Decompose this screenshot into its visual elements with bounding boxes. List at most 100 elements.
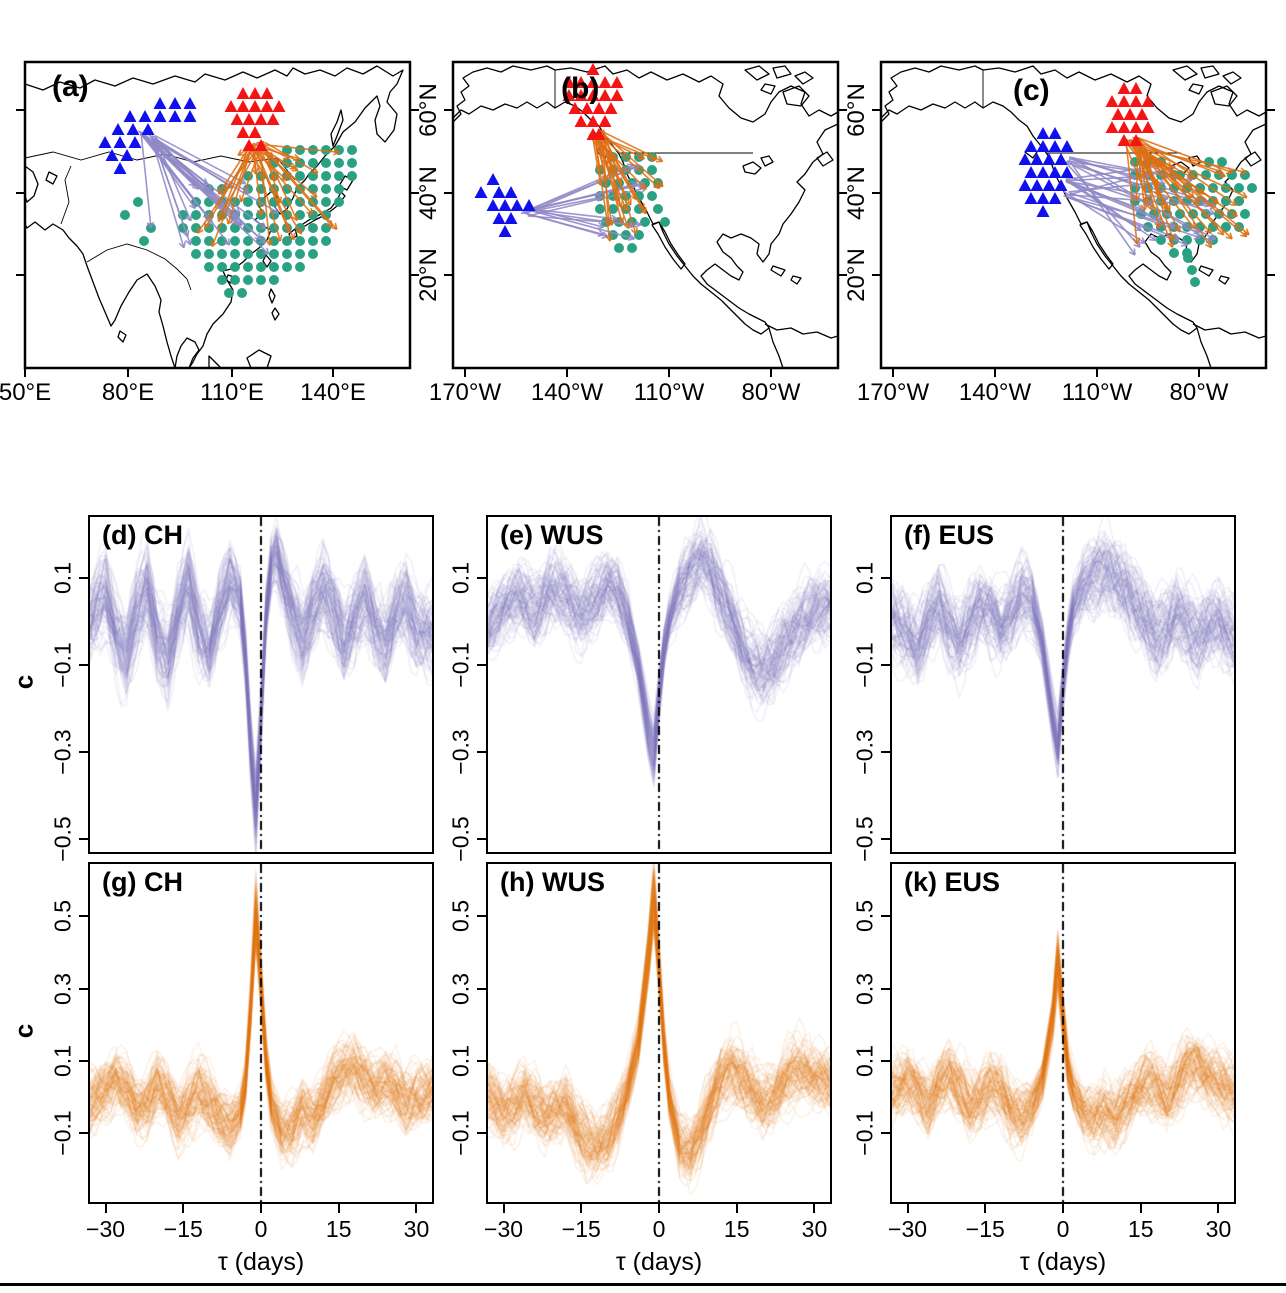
orange-link-line	[596, 131, 661, 189]
link-arrowhead	[613, 196, 620, 203]
lat-tick-label: 20°N	[415, 248, 442, 302]
link-arrowhead	[1242, 191, 1248, 198]
y-tick-mark	[79, 915, 88, 918]
link-arrowhead	[185, 239, 191, 246]
green-circle-marker	[308, 223, 318, 233]
link-arrowhead	[259, 226, 266, 230]
red-triangle-marker	[248, 87, 262, 99]
red-triangle-marker	[1117, 134, 1131, 146]
green-circle-marker	[191, 210, 201, 220]
blue-triangle-marker	[486, 173, 500, 185]
green-circle-marker	[321, 158, 331, 168]
y-tick-label: 0.5	[851, 900, 878, 933]
x-tick-label: 15	[325, 1216, 352, 1242]
green-circle-marker	[647, 191, 657, 201]
panel-label: (b)	[561, 72, 600, 105]
x-tick-label: 30	[403, 1216, 430, 1242]
y-tick-mark	[881, 1132, 890, 1135]
purple-link-line	[528, 182, 644, 212]
blue-triangle-marker	[128, 136, 142, 148]
green-circle-marker	[217, 262, 227, 272]
green-circle-marker	[334, 197, 344, 207]
orange-link-line	[264, 141, 319, 174]
red-triangle-marker	[598, 89, 612, 101]
y-tick-mark	[881, 837, 890, 840]
blue-triangle-marker	[1036, 166, 1050, 178]
link-arrowhead	[188, 183, 196, 187]
y-tick-label: 0.1	[447, 561, 474, 594]
link-arrowhead	[1209, 208, 1216, 215]
link-arrowhead	[630, 181, 638, 185]
orange-link-line	[218, 148, 249, 195]
blue-triangle-marker	[183, 97, 197, 109]
link-arrowhead	[1240, 234, 1247, 238]
link-arrowhead	[292, 158, 300, 162]
link-arrowhead	[1195, 232, 1201, 239]
link-arrowhead	[607, 219, 613, 226]
link-arrowhead	[269, 176, 276, 182]
green-circle-marker	[647, 165, 657, 175]
y-tick-mark	[477, 915, 486, 918]
x-tick-label: −15	[561, 1216, 601, 1242]
x-tick-mark	[1062, 1204, 1064, 1213]
figure-bottom-rule	[0, 1283, 1286, 1286]
y-tick-label: 0.1	[49, 561, 76, 594]
green-circle-marker	[269, 275, 279, 285]
link-arrowhead	[1141, 237, 1146, 244]
map-frame	[23, 60, 412, 370]
link-arrowhead	[288, 234, 295, 241]
green-circle-marker	[243, 236, 253, 246]
link-arrowhead	[1239, 171, 1247, 176]
link-arrowhead	[1174, 233, 1180, 240]
blue-triangle-marker	[168, 97, 182, 109]
y-tick-mark	[881, 750, 890, 753]
green-circle-marker	[295, 262, 305, 272]
green-circle-marker	[308, 158, 318, 168]
blue-triangle-marker	[474, 186, 488, 198]
link-arrowhead	[1240, 167, 1247, 174]
red-triangle-marker	[568, 102, 582, 114]
green-circle-marker	[321, 171, 331, 181]
y-tick-label: 0.5	[447, 900, 474, 933]
x-tick-label: −30	[86, 1216, 126, 1242]
orange-link-line	[1125, 144, 1247, 174]
x-tick-mark	[415, 1204, 418, 1213]
blue-triangle-marker	[1048, 140, 1062, 152]
purple-link-line	[525, 212, 609, 238]
link-arrowhead	[1133, 248, 1136, 256]
plot-panel-k: (k) EUS 0.5 0.3 0.1 −0.1 −30 −15 0 15 30 τ (days)	[852, 862, 1236, 1276]
blue-triangle-marker	[486, 199, 500, 211]
lon-tick-label: 140°E	[300, 379, 366, 406]
link-arrowhead	[279, 234, 283, 242]
green-circle-marker	[334, 158, 344, 168]
link-arrowhead	[1172, 233, 1176, 241]
blue-triangle-marker	[111, 123, 125, 135]
link-arrowhead	[226, 217, 229, 225]
green-circle-marker	[347, 145, 357, 155]
green-circle-marker	[1187, 265, 1197, 275]
blue-triangle-marker	[522, 199, 536, 211]
link-arrowhead	[189, 214, 193, 221]
link-arrowhead	[1225, 171, 1233, 175]
green-circle-marker	[1182, 183, 1192, 193]
link-arrowhead	[313, 190, 318, 198]
link-arrowhead	[192, 186, 199, 190]
green-circle-marker	[1169, 248, 1179, 258]
y-tick-mark	[79, 576, 88, 579]
purple-link-line	[154, 137, 234, 189]
link-arrowhead	[232, 215, 239, 219]
link-arrowhead	[186, 229, 190, 237]
x-tick-label: −30	[888, 1216, 928, 1242]
red-triangle-marker	[562, 89, 576, 101]
link-arrowhead	[1133, 244, 1141, 248]
y-tick-mark	[881, 576, 890, 579]
link-arrowhead	[1189, 172, 1195, 180]
link-arrowhead	[1180, 244, 1188, 247]
red-triangle-marker	[1129, 82, 1143, 94]
orange-link-line	[197, 142, 259, 234]
y-tick-label: 0.5	[49, 900, 76, 933]
lon-tick-label: 80°E	[102, 379, 154, 406]
map-panel-b: 170°W 140°W 110°W 80°W 60°N 40°N 20°N (b)	[429, 60, 870, 406]
link-arrowhead	[606, 173, 610, 181]
